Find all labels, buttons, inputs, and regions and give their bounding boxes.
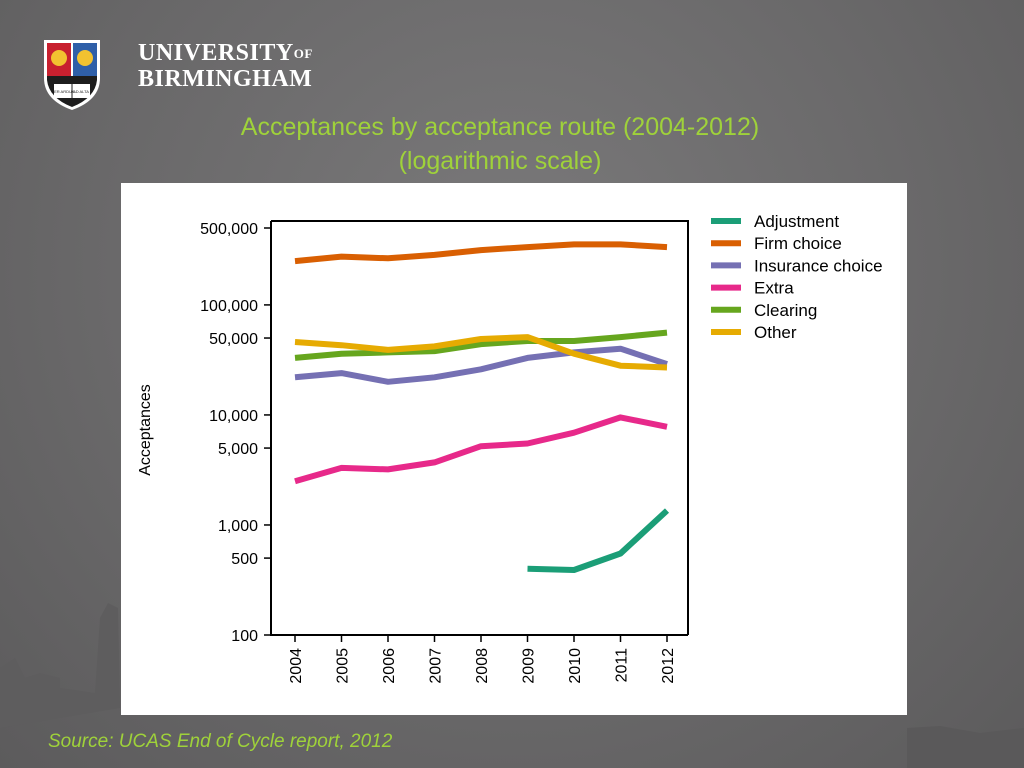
crest-motto-left: PER ARDUA [51,89,74,94]
y-tick-label: 500 [231,551,258,568]
series-line-extra [294,414,668,485]
plot-frame [271,220,689,635]
legend-label-clearing: Clearing [754,301,817,320]
x-tick-label: 2005 [335,648,352,684]
legend-label-other: Other [754,323,797,342]
x-tick-label: 2012 [660,648,677,684]
legend-label-firm-choice: Firm choice [754,234,842,253]
crest-motto-right: AD ALTA [73,89,89,94]
x-tick-label: 2006 [381,648,398,684]
wordmark-line2: BIRMINGHAM [138,66,313,92]
legend-label-insurance-choice: Insurance choice [754,256,883,275]
source-note: Source: UCAS End of Cycle report, 2012 [48,731,393,752]
x-tick-label: 2010 [567,648,584,684]
line-chart: 100 500 1,000 5,000 10,000 50,000 100,000 500,0… [137,212,883,684]
y-tick-label: 10,000 [209,408,258,425]
y-axis-label: Acceptances [137,384,154,476]
wordmark-of: OF [293,46,313,61]
wordmark-line1: UNIVERSITY [138,40,294,66]
series-line-other [294,334,668,371]
slide-title-line1: Acceptances by acceptance route (2004-20… [240,113,760,141]
x-tick-label: 2008 [474,648,491,684]
university-crest-logo: PER ARDUA AD ALTA [44,40,100,110]
x-tick-label: 2004 [288,648,305,684]
campus-skyline-silhouette [0,603,1024,768]
y-tick-label: 1,000 [218,518,258,535]
y-tick-label: 100 [231,628,258,645]
university-wordmark: UNIVERSITYOF BIRMINGHAM [138,40,313,92]
legend-label-extra: Extra [754,279,794,298]
plot-axes [270,221,688,636]
y-tick-label: 500,000 [200,221,258,238]
chart-panel: 100 500 1,000 5,000 10,000 50,000 100,000 500,0… [121,183,907,715]
y-tick-label: 100,000 [200,298,258,315]
legend-label-adjustment: Adjustment [754,212,839,231]
series-line-adjustment [527,508,670,573]
y-tick-label: 5,000 [218,441,258,458]
x-tick-label: 2011 [614,648,631,683]
y-tick-label: 50,000 [209,331,258,348]
series-line-clearing [294,329,668,361]
series-line-firm-choice [294,241,668,265]
slide-title-line2: (logarithmic scale) [398,147,602,175]
series-line-insurance-choice [294,345,668,385]
x-tick-label: 2007 [428,648,445,684]
x-tick-label: 2009 [521,648,538,684]
slide-title: Acceptances by acceptance route (2004-20… [0,110,1000,178]
